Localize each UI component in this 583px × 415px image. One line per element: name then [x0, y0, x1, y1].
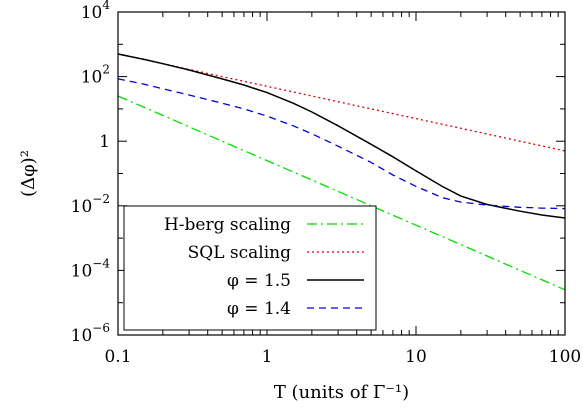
legend-box: [123, 205, 377, 331]
y-tick-label-1: 10−4: [71, 256, 111, 281]
y-tick-label-4: 102: [81, 63, 110, 88]
ticks-layer: [117, 11, 566, 336]
y-tick-label-5: 104: [81, 0, 111, 23]
y-axis-label: (Δφ)²: [18, 150, 39, 197]
tick-labels: 0.1 1 10 100 10−6 10−4 10−2 1 102 104: [71, 0, 582, 367]
y-tick-label-0: 10−6: [71, 321, 110, 346]
series-line-0: [117, 95, 566, 291]
y-tick-label-2: 10−2: [71, 192, 110, 217]
y-tick-label-3: 1: [99, 132, 110, 152]
series-line-2: [117, 53, 566, 219]
series-layer: [117, 53, 566, 291]
legend-label-3: φ = 1.4: [227, 299, 291, 319]
series-line-3: [117, 78, 566, 210]
legend-label-0: H-berg scaling: [164, 215, 291, 235]
x-tick-label-1: 1: [262, 347, 273, 367]
x-tick-label-0: 0.1: [104, 347, 131, 367]
x-tick-label-2: 10: [405, 347, 427, 367]
legend: H-berg scaling SQL scaling φ = 1.5 φ = 1.4: [123, 205, 377, 331]
legend-label-1: SQL scaling: [188, 243, 291, 263]
x-tick-label-3: 100: [549, 347, 581, 367]
x-axis-label: T (units of Γ⁻¹): [274, 382, 409, 403]
legend-label-2: φ = 1.5: [227, 271, 291, 291]
